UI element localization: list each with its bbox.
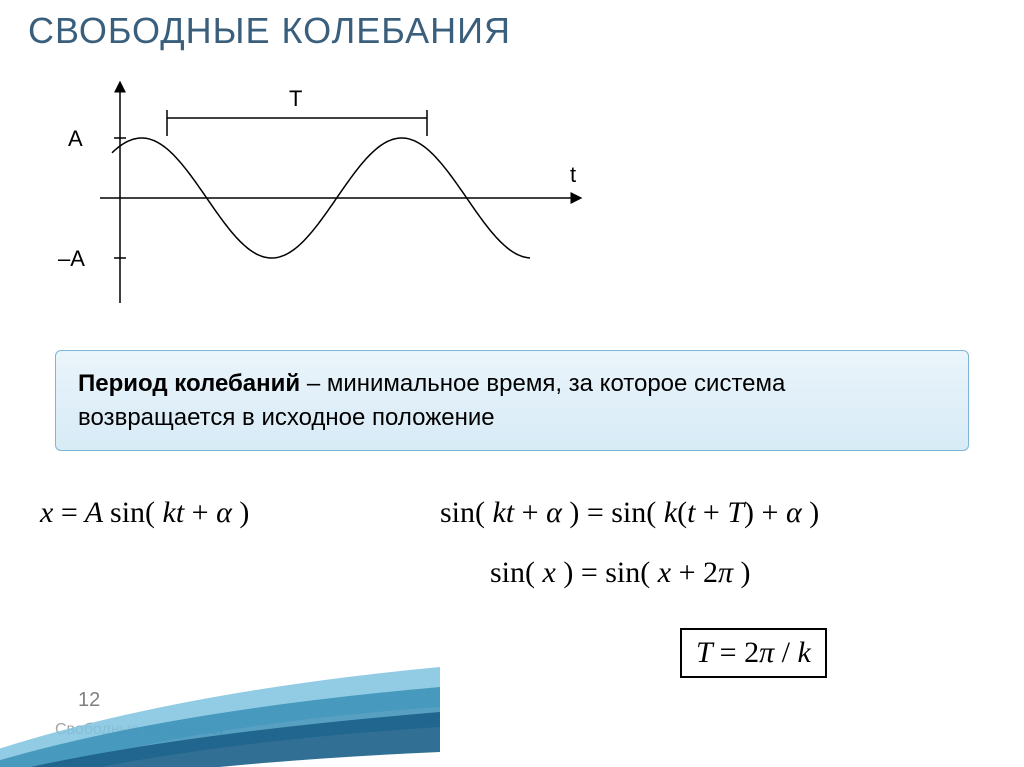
definition-box: Период колебаний – минимальное время, за… (55, 350, 969, 451)
decorative-swoosh (0, 657, 440, 767)
definition-term: Период колебаний (78, 370, 300, 397)
slide-title: СВОБОДНЫЕ КОЛЕБАНИЯ (28, 10, 511, 52)
formula-3: sin( x ) = sin( x + 2π ) (490, 556, 751, 590)
label-negA: –А (58, 246, 85, 271)
label-t: t (570, 162, 576, 187)
formula-2: sin( kt + α ) = sin( k(t + T) + α ) (440, 496, 819, 530)
formula-1: x = A sin( kt + α ) (40, 496, 249, 530)
formula-4: T = 2π / k (680, 628, 827, 678)
label-A: А (68, 126, 83, 151)
oscillation-chart: А –А Тt (40, 68, 640, 328)
label-T: Т (289, 86, 302, 111)
slide: СВОБОДНЫЕ КОЛЕБАНИЯ А –А Тt Период колебан… (0, 0, 1024, 767)
chart-svg: А –А Тt (40, 68, 640, 328)
